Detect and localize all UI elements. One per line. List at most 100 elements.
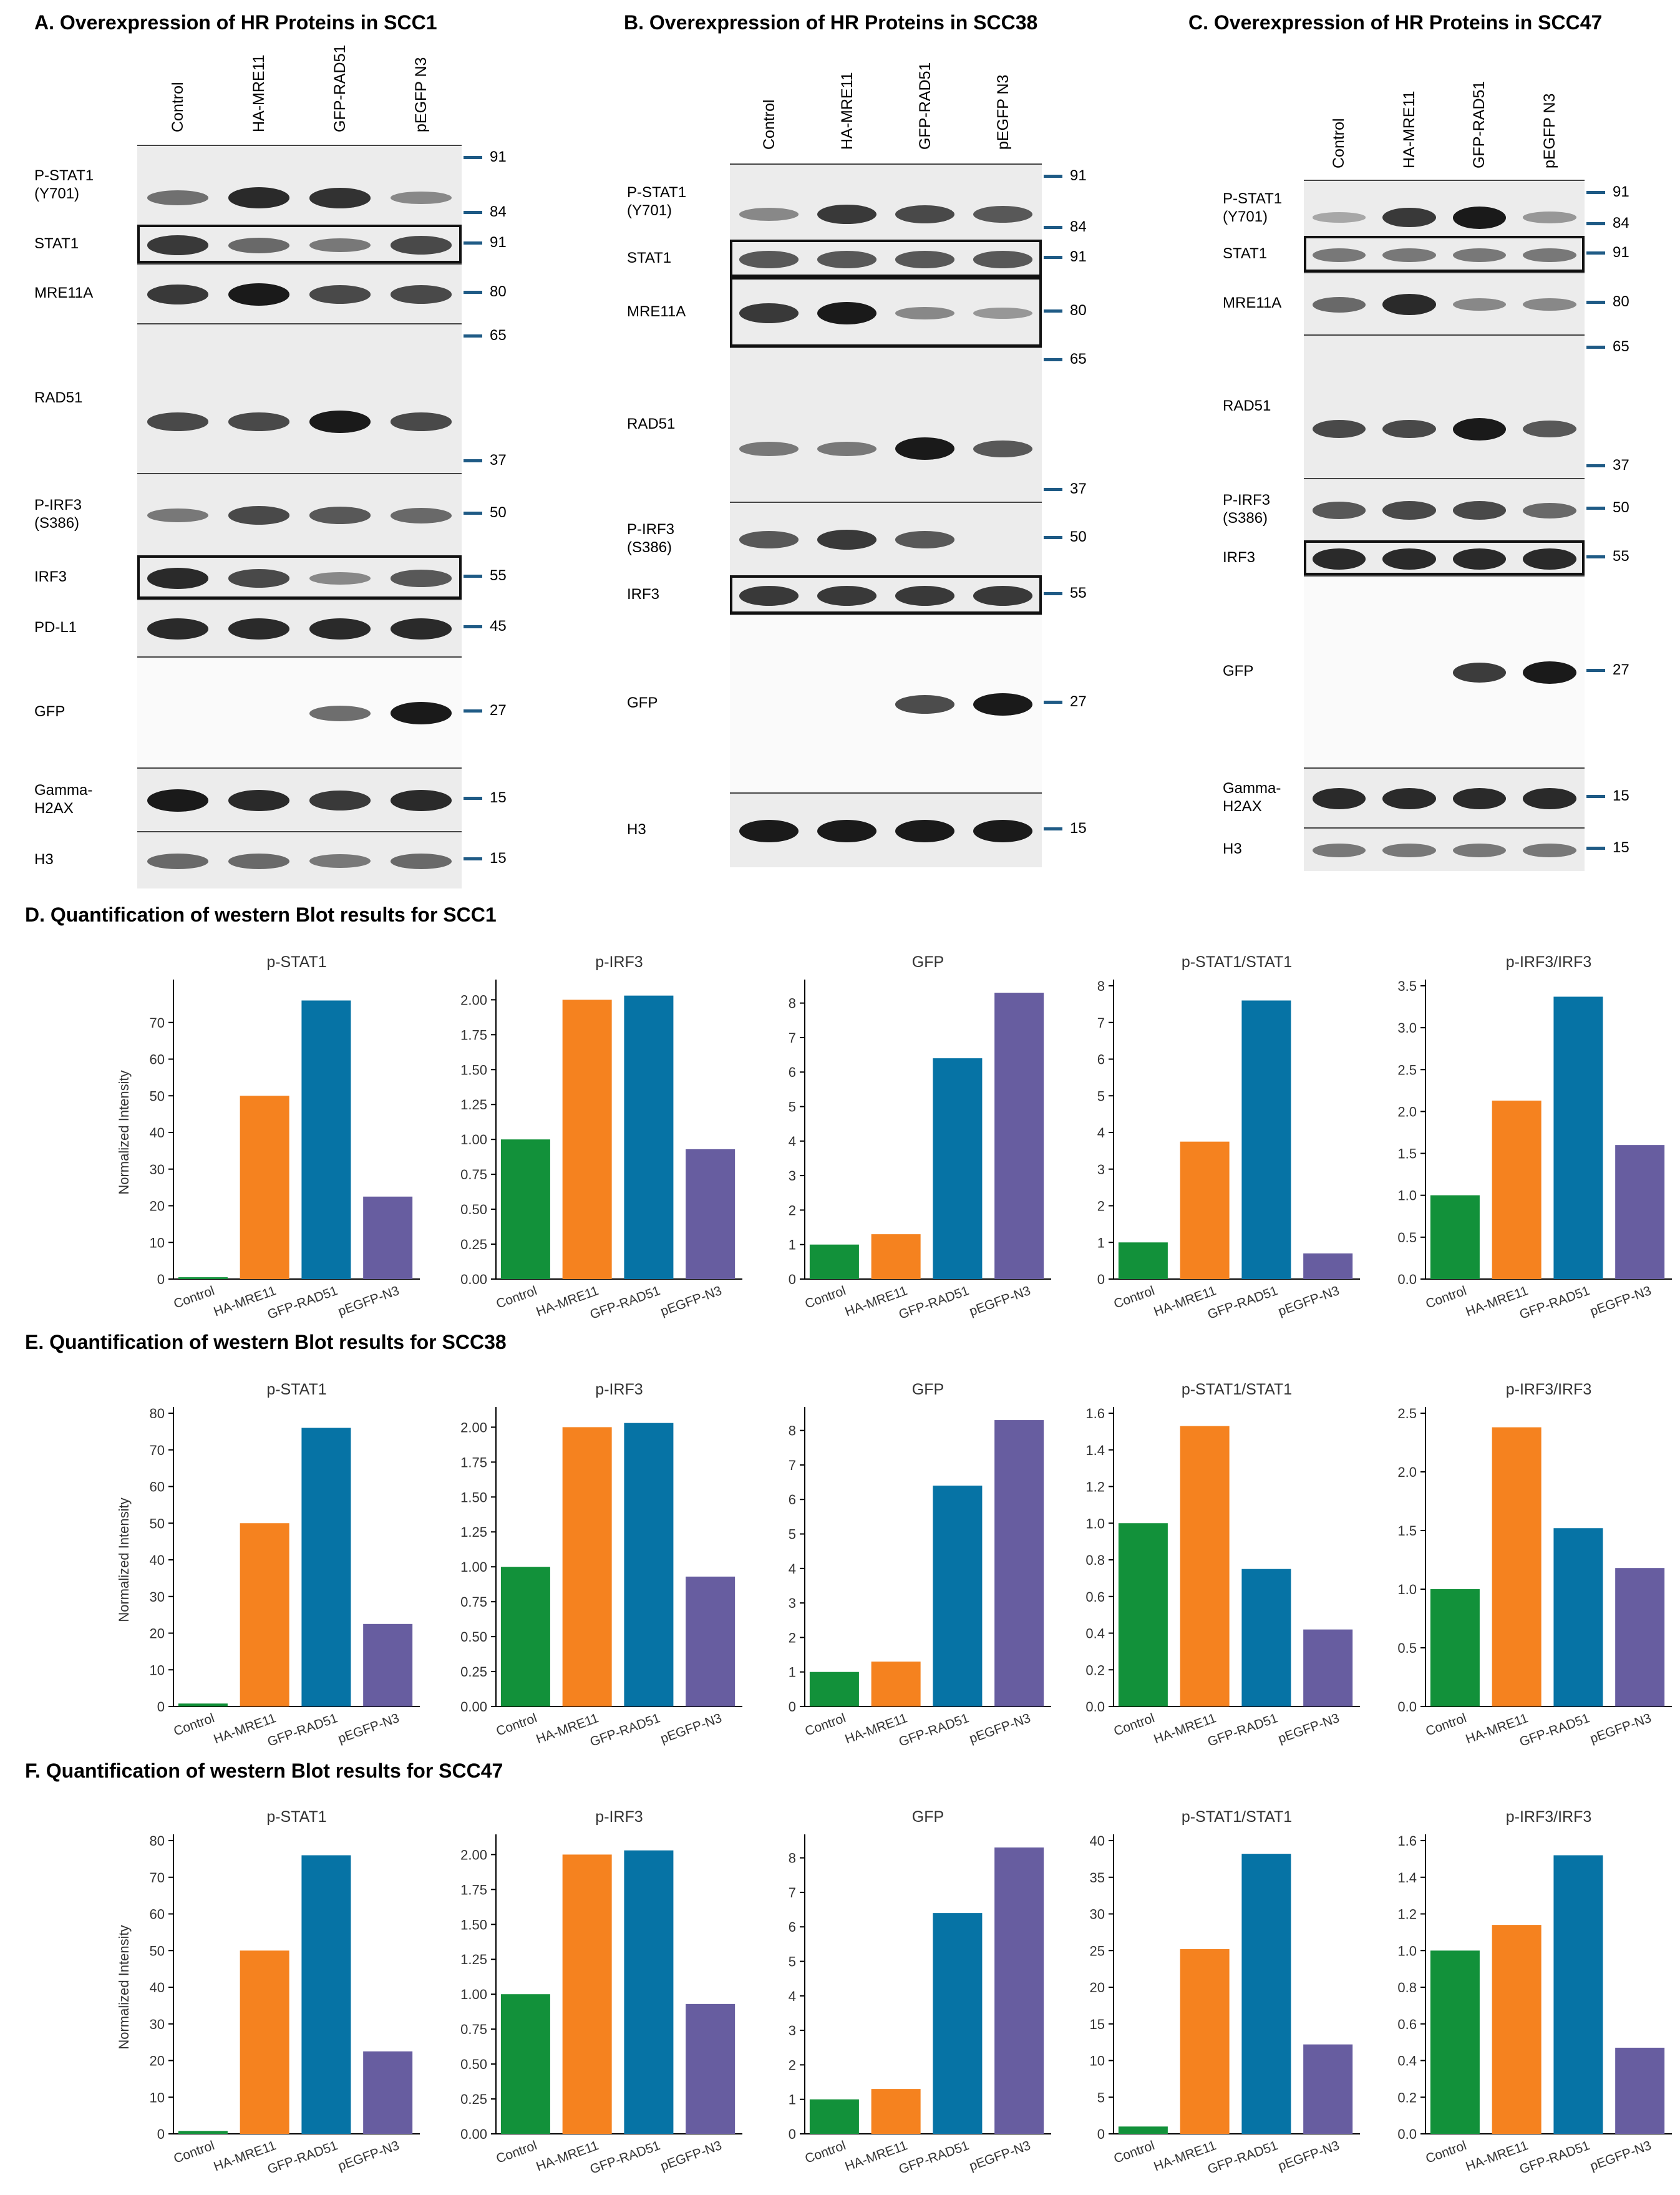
x-tick-label: pEGFP-N3 <box>659 1711 724 1746</box>
protein-band <box>1312 548 1366 570</box>
y-tick-label: 1.25 <box>460 1952 487 1967</box>
protein-label: PD-L1 <box>34 619 77 636</box>
y-tick-label: 2.5 <box>1397 1062 1417 1078</box>
mw-marker-label: 15 <box>1070 820 1087 837</box>
blot-strip <box>137 599 462 656</box>
protein-band <box>739 531 799 548</box>
y-tick-label: 20 <box>150 1626 165 1642</box>
protein-band <box>817 586 876 606</box>
mw-marker-label: 50 <box>1070 528 1087 545</box>
protein-band <box>1523 843 1576 858</box>
y-tick-label: 40 <box>150 1980 165 1995</box>
protein-band <box>390 618 452 640</box>
protein-label: Gamma- H2AX <box>1223 780 1281 815</box>
y-tick-label: 4 <box>789 1988 796 2004</box>
y-tick-label: 0.25 <box>460 1237 487 1252</box>
y-tick-label: 70 <box>150 1870 165 1886</box>
y-tick-label: 6 <box>789 1492 796 1507</box>
y-tick-label: 1 <box>789 1237 796 1253</box>
protein-label: RAD51 <box>1223 397 1271 414</box>
protein-band <box>228 853 290 869</box>
bar-gfp-rad51 <box>1241 1569 1291 1706</box>
mw-marker-tick <box>464 857 482 860</box>
y-tick-label: 30 <box>150 2017 165 2032</box>
x-tick-label: pEGFP-N3 <box>1276 2138 1341 2174</box>
y-tick-label: 35 <box>1090 1870 1105 1886</box>
protein-band <box>1452 501 1506 520</box>
protein-label: P-IRF3 (S386) <box>627 521 675 556</box>
mw-marker-label: 15 <box>1613 787 1629 804</box>
protein-band <box>228 412 290 431</box>
chart-title: p-IRF3/IRF3 <box>1506 953 1592 971</box>
protein-label: P-IRF3 (S386) <box>34 497 82 532</box>
protein-label: IRF3 <box>1223 549 1256 566</box>
y-tick-label: 40 <box>150 1552 165 1568</box>
chart-title: p-STAT1 <box>266 1808 326 1826</box>
bar-ha-mre11 <box>1492 1100 1542 1279</box>
mw-marker-tick <box>464 625 482 628</box>
x-tick-label: GFP-RAD51 <box>266 1711 340 1750</box>
chart-title: p-IRF3/IRF3 <box>1506 1381 1592 1398</box>
bar-pegfp-n3 <box>1615 1145 1665 1279</box>
y-tick-label: 8 <box>1097 978 1105 994</box>
protein-band <box>390 790 452 811</box>
y-tick-label: 0.5 <box>1397 1640 1417 1656</box>
protein-band <box>1452 417 1506 440</box>
protein-band <box>895 306 954 320</box>
y-tick-label: 0.4 <box>1397 2053 1417 2069</box>
x-tick-label: pEGFP-N3 <box>336 1283 401 1319</box>
mw-marker-label: 45 <box>490 618 507 635</box>
bar-control <box>500 1994 550 2134</box>
mw-marker-label: 37 <box>1070 480 1087 497</box>
bar-control <box>1430 1589 1480 1706</box>
bar-ha-mre11 <box>562 1000 612 1279</box>
protein-band <box>147 285 209 304</box>
chart-title: GFP <box>912 1381 944 1398</box>
mw-marker-label: 91 <box>1070 248 1087 265</box>
mw-marker-tick <box>1586 847 1605 850</box>
protein-band <box>309 238 371 253</box>
y-tick-label: 0 <box>1097 2126 1105 2142</box>
blot-strip <box>730 240 1042 277</box>
protein-band <box>390 507 452 523</box>
bar-control <box>178 1277 228 1279</box>
mw-marker-label: 15 <box>1613 839 1629 856</box>
mw-marker-label: 84 <box>1070 218 1087 235</box>
protein-band <box>1523 548 1576 570</box>
bar-control <box>809 2099 859 2134</box>
chart-title: p-IRF3 <box>595 1381 643 1398</box>
protein-band <box>390 412 452 431</box>
protein-band <box>1312 502 1366 519</box>
x-tick-label: pEGFP-N3 <box>336 1711 401 1746</box>
bar-pegfp-n3 <box>1303 1629 1353 1706</box>
bar-ha-mre11 <box>240 1950 289 2134</box>
protein-band <box>228 237 290 253</box>
y-tick-label: 0 <box>789 1272 796 1287</box>
x-tick-label: pEGFP-N3 <box>968 1711 1032 1746</box>
y-tick-label: 1.00 <box>460 1559 487 1575</box>
x-tick-label: GFP-RAD51 <box>266 1283 340 1322</box>
bar-control <box>1430 1195 1480 1279</box>
y-tick-label: 10 <box>1090 2053 1105 2069</box>
blot-title-1: B. Overexpression of HR Proteins in SCC3… <box>624 11 1038 34</box>
x-tick-label: GFP-RAD51 <box>588 1283 663 1322</box>
y-tick-label: 4 <box>789 1134 796 1149</box>
protein-band <box>309 791 371 810</box>
y-tick-label: 1.4 <box>1085 1443 1105 1458</box>
bar-control <box>809 1672 859 1706</box>
mw-marker-label: 65 <box>1613 338 1629 355</box>
y-tick-label: 1 <box>789 2092 796 2108</box>
blot-strip <box>137 263 462 323</box>
x-tick-label: pEGFP-N3 <box>1588 1283 1653 1319</box>
y-tick-label: 1.4 <box>1397 1870 1417 1886</box>
x-tick-label: Control <box>494 2138 538 2166</box>
y-tick-label: 3 <box>789 1168 796 1184</box>
protein-label: H3 <box>1223 840 1242 857</box>
mw-marker-label: 84 <box>490 203 507 220</box>
y-tick-label: 30 <box>150 1162 165 1177</box>
y-tick-label: 20 <box>150 2053 165 2069</box>
mw-marker-tick <box>1044 358 1062 361</box>
protein-band <box>390 191 452 205</box>
protein-band <box>1452 298 1506 311</box>
